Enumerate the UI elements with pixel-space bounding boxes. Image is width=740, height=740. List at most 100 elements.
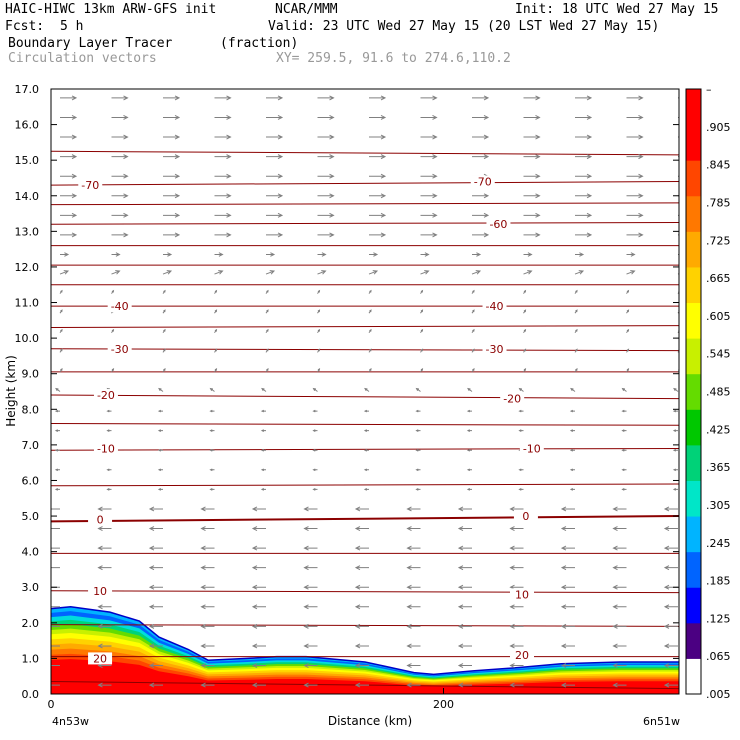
vector-arrow [60, 173, 78, 179]
vector-arrow [51, 643, 60, 648]
vector-arrow [518, 468, 524, 472]
colorbar-swatch [686, 622, 701, 659]
vector-arrow [523, 348, 527, 353]
vector-arrow [420, 193, 438, 199]
vector-arrow [626, 95, 644, 101]
vector-arrow [163, 95, 181, 101]
contour-label-bg [88, 584, 113, 597]
vector-arrow [157, 429, 163, 432]
vector-arrow [303, 506, 318, 512]
vector-arrow [251, 604, 266, 610]
vector-arrow [162, 289, 166, 294]
vector-arrow [163, 134, 181, 140]
vector-arrow [51, 565, 60, 570]
vector-arrow [266, 154, 284, 160]
vector-arrow [672, 429, 678, 432]
vector-arrow [369, 134, 387, 140]
vector-arrow [60, 252, 70, 257]
vector-arrow [200, 663, 215, 668]
vector-arrow [148, 663, 163, 668]
vector-arrow [420, 348, 424, 353]
vector-arrow [214, 270, 224, 275]
xy-range: XY= 259.5, 91.6 to 274.6,110.2 [276, 51, 511, 66]
vector-arrow [214, 193, 232, 199]
vector-arrow [97, 623, 112, 629]
vector-arrow [317, 328, 321, 334]
vector-arrow [621, 409, 627, 413]
vector-arrow [575, 252, 585, 257]
x-axis-title: Distance (km) [328, 714, 412, 728]
vector-arrow [626, 252, 636, 257]
vector-arrow [106, 488, 112, 491]
vector-arrow [569, 429, 575, 432]
vector-arrow [266, 134, 284, 140]
vector-arrow [162, 270, 173, 275]
vector-arrow [626, 173, 644, 179]
vector-arrow [266, 232, 284, 238]
vector-arrow [312, 468, 318, 472]
vector-arrow [523, 115, 541, 120]
colorbar: – .905 .845 .785 .725 .665 .605 .545 .485 .425 .36… [685, 83, 731, 701]
vector-arrow [111, 367, 115, 373]
vector-arrow [354, 663, 369, 668]
colorbar-swatch [686, 338, 701, 375]
vector-arrow [612, 526, 627, 531]
vector-arrow [251, 663, 266, 668]
colorbar-label: .125 [706, 612, 731, 625]
vector-arrow [214, 348, 218, 353]
y-tick-label: 2.0 [22, 617, 40, 630]
contour-label: 10 [515, 588, 529, 601]
vector-arrow [663, 663, 678, 668]
vector-arrow [106, 409, 112, 413]
vector-arrow [303, 643, 318, 649]
colorbar-swatch [686, 160, 701, 197]
vector-arrow [420, 115, 438, 120]
isotherm-line [51, 348, 679, 352]
vector-arrow [209, 387, 215, 392]
vector-arrow [266, 115, 284, 120]
contour-label-bg [482, 342, 507, 355]
vector-arrow [575, 193, 593, 199]
vector-arrow [626, 289, 630, 294]
vector-arrow [317, 367, 321, 373]
vector-arrow [111, 289, 115, 294]
vector-arrow [612, 682, 627, 688]
vector-arrow [560, 663, 575, 668]
circulation-vectors [51, 95, 679, 688]
vector-arrow [265, 328, 269, 334]
vector-arrow [569, 488, 575, 491]
vector-arrow [266, 95, 284, 101]
vector-arrow [60, 232, 78, 238]
isotherm-line [51, 202, 679, 206]
vector-arrow [363, 468, 369, 472]
vector-arrow [369, 115, 387, 120]
vector-arrow [59, 328, 63, 334]
vector-arrow [54, 409, 60, 413]
vector-arrow [317, 348, 321, 353]
vector-arrow [471, 309, 475, 314]
vector-arrow [472, 95, 490, 101]
vector-arrow [60, 212, 78, 218]
contour-label: -70 [474, 176, 492, 189]
vector-arrow [663, 506, 678, 512]
vector-arrow [200, 604, 215, 610]
contour-label: -70 [81, 179, 99, 192]
vector-arrow [420, 252, 430, 257]
contour-label: 0 [97, 514, 104, 527]
vector-arrow [569, 409, 575, 413]
colorbar-swatch [686, 551, 701, 588]
vector-arrow [518, 387, 524, 392]
vector-arrow [111, 134, 129, 140]
vector-arrow [621, 488, 627, 491]
vector-arrow [509, 565, 524, 571]
vector-arrow [612, 506, 627, 512]
vector-arrow [303, 565, 318, 571]
vector-arrow [472, 154, 490, 160]
vector-arrow [672, 409, 678, 413]
contour-label: 20 [515, 649, 529, 662]
vector-arrow [406, 682, 421, 688]
vector-arrow [354, 643, 369, 649]
vector-arrow [574, 367, 578, 373]
vector-arrow [626, 212, 644, 218]
